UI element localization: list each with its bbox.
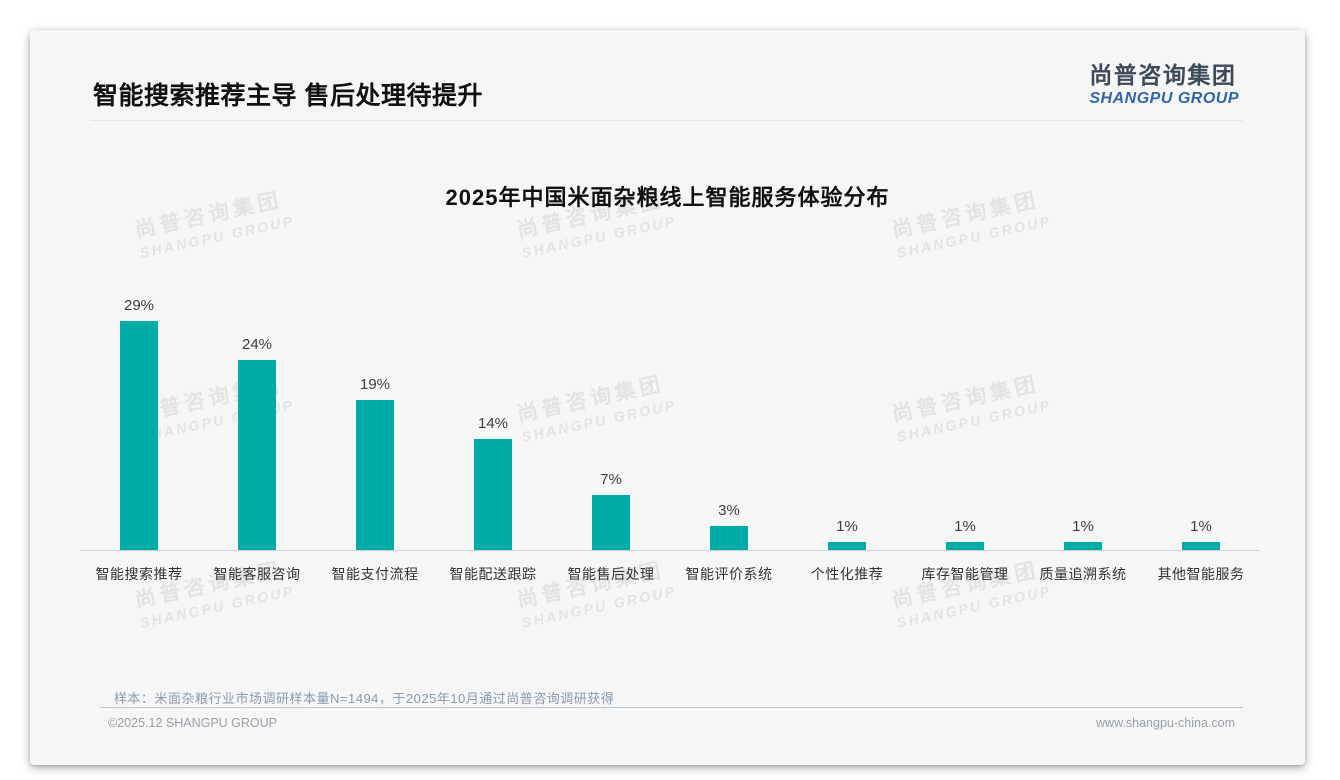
bar-column: 1% — [1024, 518, 1142, 550]
bar — [946, 542, 984, 550]
footer-website: www.shangpu-china.com — [1096, 716, 1235, 730]
chart-x-axis-labels: 智能搜索推荐 智能客服咨询 智能支付流程 智能配送跟踪 智能售后处理 智能评价系统 个性化推… — [80, 564, 1260, 584]
chart-title: 2025年中国米面杂粮线上智能服务体验分布 — [445, 185, 890, 210]
bar-column: 1% — [906, 518, 1024, 550]
bar — [238, 360, 276, 550]
slide-card: 尚普咨询集团 SHANGPU GROUP 尚普咨询集团 SHANGPU GROUP 尚普… — [30, 30, 1305, 765]
x-axis-category-label: 智能客服咨询 — [213, 566, 301, 582]
x-axis-category-label: 其他智能服务 — [1157, 566, 1245, 582]
bar-value-label: 19% — [359, 375, 391, 393]
bar-value-label: 1% — [1190, 518, 1212, 536]
chart-plot-area: 29% 24% 19% 14% 7% 3% 1% 1% 1% 1% — [80, 288, 1260, 551]
bar — [592, 494, 630, 550]
bar — [120, 320, 158, 550]
header-divider — [90, 120, 1243, 121]
logo-cn-text: 尚普咨询集团 — [1089, 62, 1237, 88]
bar-column: 1% — [1142, 518, 1260, 550]
bar-column: 7% — [552, 471, 670, 550]
bar-column: 19% — [316, 376, 434, 550]
bar — [1064, 542, 1102, 550]
footer: ©2025.12 SHANGPU GROUP www.shangpu-china… — [108, 716, 1235, 730]
bar-value-label: 7% — [600, 470, 622, 488]
bar — [1182, 542, 1220, 550]
x-axis-category-label: 智能配送跟踪 — [449, 566, 537, 582]
bar-value-label: 1% — [954, 518, 976, 536]
bar-column: 24% — [198, 336, 316, 550]
bar — [356, 399, 394, 550]
bar-column: 14% — [434, 415, 552, 550]
x-axis-category-label: 智能评价系统 — [685, 566, 773, 582]
bar-column: 1% — [788, 518, 906, 550]
bar-column: 3% — [670, 502, 788, 550]
x-axis-category-label: 个性化推荐 — [810, 566, 884, 582]
page-title: 智能搜索推荐主导 售后处理待提升 — [93, 82, 483, 110]
bar-value-label: 29% — [123, 296, 155, 314]
x-axis-category-label: 智能支付流程 — [331, 566, 419, 582]
bar-value-label: 1% — [836, 518, 858, 536]
bar-value-label: 3% — [718, 502, 740, 520]
bar — [474, 439, 512, 550]
bar-chart: 29% 24% 19% 14% 7% 3% 1% 1% 1% 1% 智能搜索推荐 智能客服咨询 智能支… — [80, 288, 1260, 584]
x-axis-category-label: 质量追溯系统 — [1039, 566, 1127, 582]
footer-copyright: ©2025.12 SHANGPU GROUP — [108, 716, 277, 730]
bar-value-label: 14% — [477, 415, 509, 433]
x-axis-category-label: 智能售后处理 — [567, 566, 655, 582]
bar-column: 29% — [80, 297, 198, 550]
footer-divider — [100, 707, 1243, 708]
bar-value-label: 24% — [241, 336, 273, 354]
x-axis-category-label: 库存智能管理 — [921, 566, 1009, 582]
bar — [710, 526, 748, 550]
bar — [828, 542, 866, 550]
sample-note: 样本：米面杂粮行业市场调研样本量N=1494，于2025年10月通过尚普咨询调研… — [114, 691, 615, 706]
bar-value-label: 1% — [1072, 518, 1094, 536]
shangpu-logo: 尚普咨询集团 SHANGPU GROUP — [1089, 56, 1239, 108]
x-axis-category-label: 智能搜索推荐 — [95, 566, 183, 582]
logo-en-text: SHANGPU GROUP — [1089, 90, 1239, 107]
